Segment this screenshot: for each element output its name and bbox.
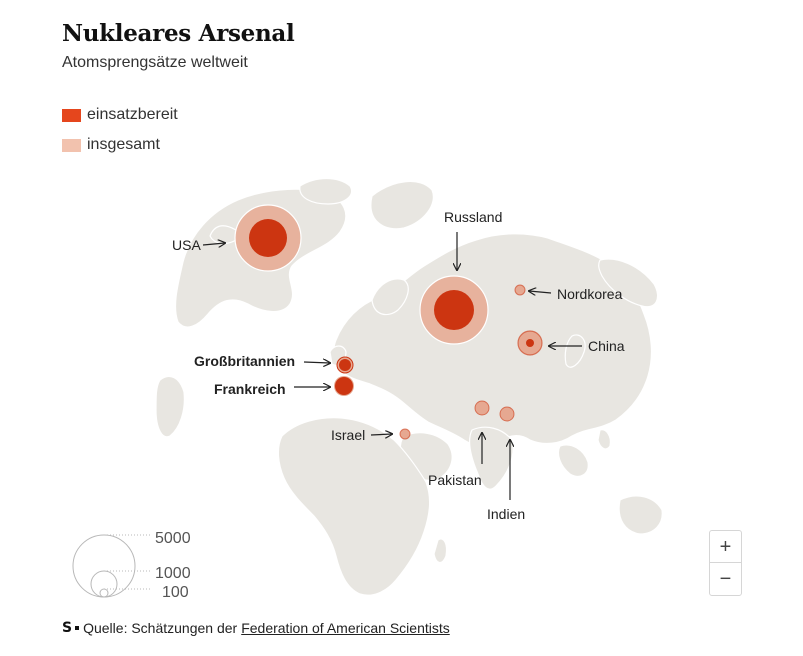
landmass-alaska: [209, 225, 237, 245]
landmass-japan: [564, 334, 586, 368]
source-link[interactable]: Federation of American Scientists: [241, 620, 450, 636]
bubble-usa[interactable]: [234, 204, 302, 272]
label-usa: USA: [172, 237, 201, 253]
legend: einsatzbereit insgesamt: [62, 106, 178, 166]
page-subtitle: Atomsprengsätze weltweit: [62, 54, 248, 71]
landmass-far-east: [598, 258, 659, 308]
label-layer: USA Russland Nordkorea China Großbritann…: [172, 209, 625, 522]
label-china: China: [588, 338, 625, 354]
bubble-israel[interactable]: [399, 428, 411, 440]
landmass-africa: [277, 417, 431, 596]
bubble-layer: [234, 204, 543, 440]
legend-item-total: insgesamt: [62, 136, 178, 154]
arrow-israel: [370, 434, 392, 435]
landmass-scandinavia: [371, 278, 409, 316]
bubble-grossbritannien[interactable]: [336, 356, 354, 374]
landmass-southeast-asia: [557, 444, 589, 477]
arrow-usa: [202, 243, 225, 245]
legend-label-ready: einsatzbereit: [87, 106, 178, 123]
landmass-madagascar: [433, 538, 448, 564]
label-frankreich: Frankreich: [214, 381, 286, 397]
arrow-grossbritannien: [303, 362, 330, 363]
zoom-out-button[interactable]: −: [719, 568, 732, 590]
legend-label-total: insgesamt: [87, 136, 160, 153]
land-layer: [155, 177, 663, 596]
bubble-pakistan[interactable]: [474, 400, 490, 416]
source-prefix: Quelle: Schätzungen der: [83, 620, 238, 636]
zoom-control: + −: [709, 530, 742, 596]
landmass-south-america: [155, 375, 185, 438]
arrow-nordkorea: [529, 291, 552, 293]
size-legend: 5000 1000 100: [72, 530, 191, 601]
landmass-greenland: [370, 180, 434, 230]
size-circle-100: [99, 588, 109, 598]
label-indien: Indien: [487, 506, 525, 522]
size-label-100: 100: [162, 584, 189, 601]
bubble-russland[interactable]: [419, 275, 489, 345]
arrow-layer: [202, 232, 582, 500]
bubble-nordkorea[interactable]: [514, 284, 526, 296]
landmass-eurasia: [333, 233, 653, 448]
size-label-1000: 1000: [155, 565, 191, 582]
label-pakistan: Pakistan: [428, 472, 482, 488]
bubble-china[interactable]: [517, 330, 543, 356]
size-circle-5000: [72, 534, 136, 598]
size-circle-1000: [90, 570, 118, 598]
label-nordkorea: Nordkorea: [557, 286, 623, 302]
label-israel: Israel: [331, 427, 365, 443]
legend-swatch-total: [62, 138, 81, 152]
bubble-frankreich[interactable]: [334, 376, 354, 396]
bubble-indien[interactable]: [499, 406, 515, 422]
landmass-australia: [618, 495, 663, 535]
label-grossbritannien: Großbritannien: [194, 353, 295, 369]
landmass-philippines: [597, 429, 611, 450]
legend-item-ready: einsatzbereit: [62, 106, 178, 124]
landmass-india: [468, 426, 514, 490]
size-label-5000: 5000: [155, 530, 191, 547]
brand-logo-dot: [75, 626, 80, 630]
page-title: Nukleares Arsenal: [62, 20, 295, 47]
zoom-in-button[interactable]: +: [710, 531, 741, 563]
source-footer: S Quelle: Schätzungen der Federation of …: [62, 620, 450, 636]
landmass-arctic-islands: [299, 177, 353, 205]
brand-logo: S: [62, 620, 73, 636]
legend-swatch-ready: [62, 108, 81, 122]
label-russland: Russland: [444, 209, 502, 225]
